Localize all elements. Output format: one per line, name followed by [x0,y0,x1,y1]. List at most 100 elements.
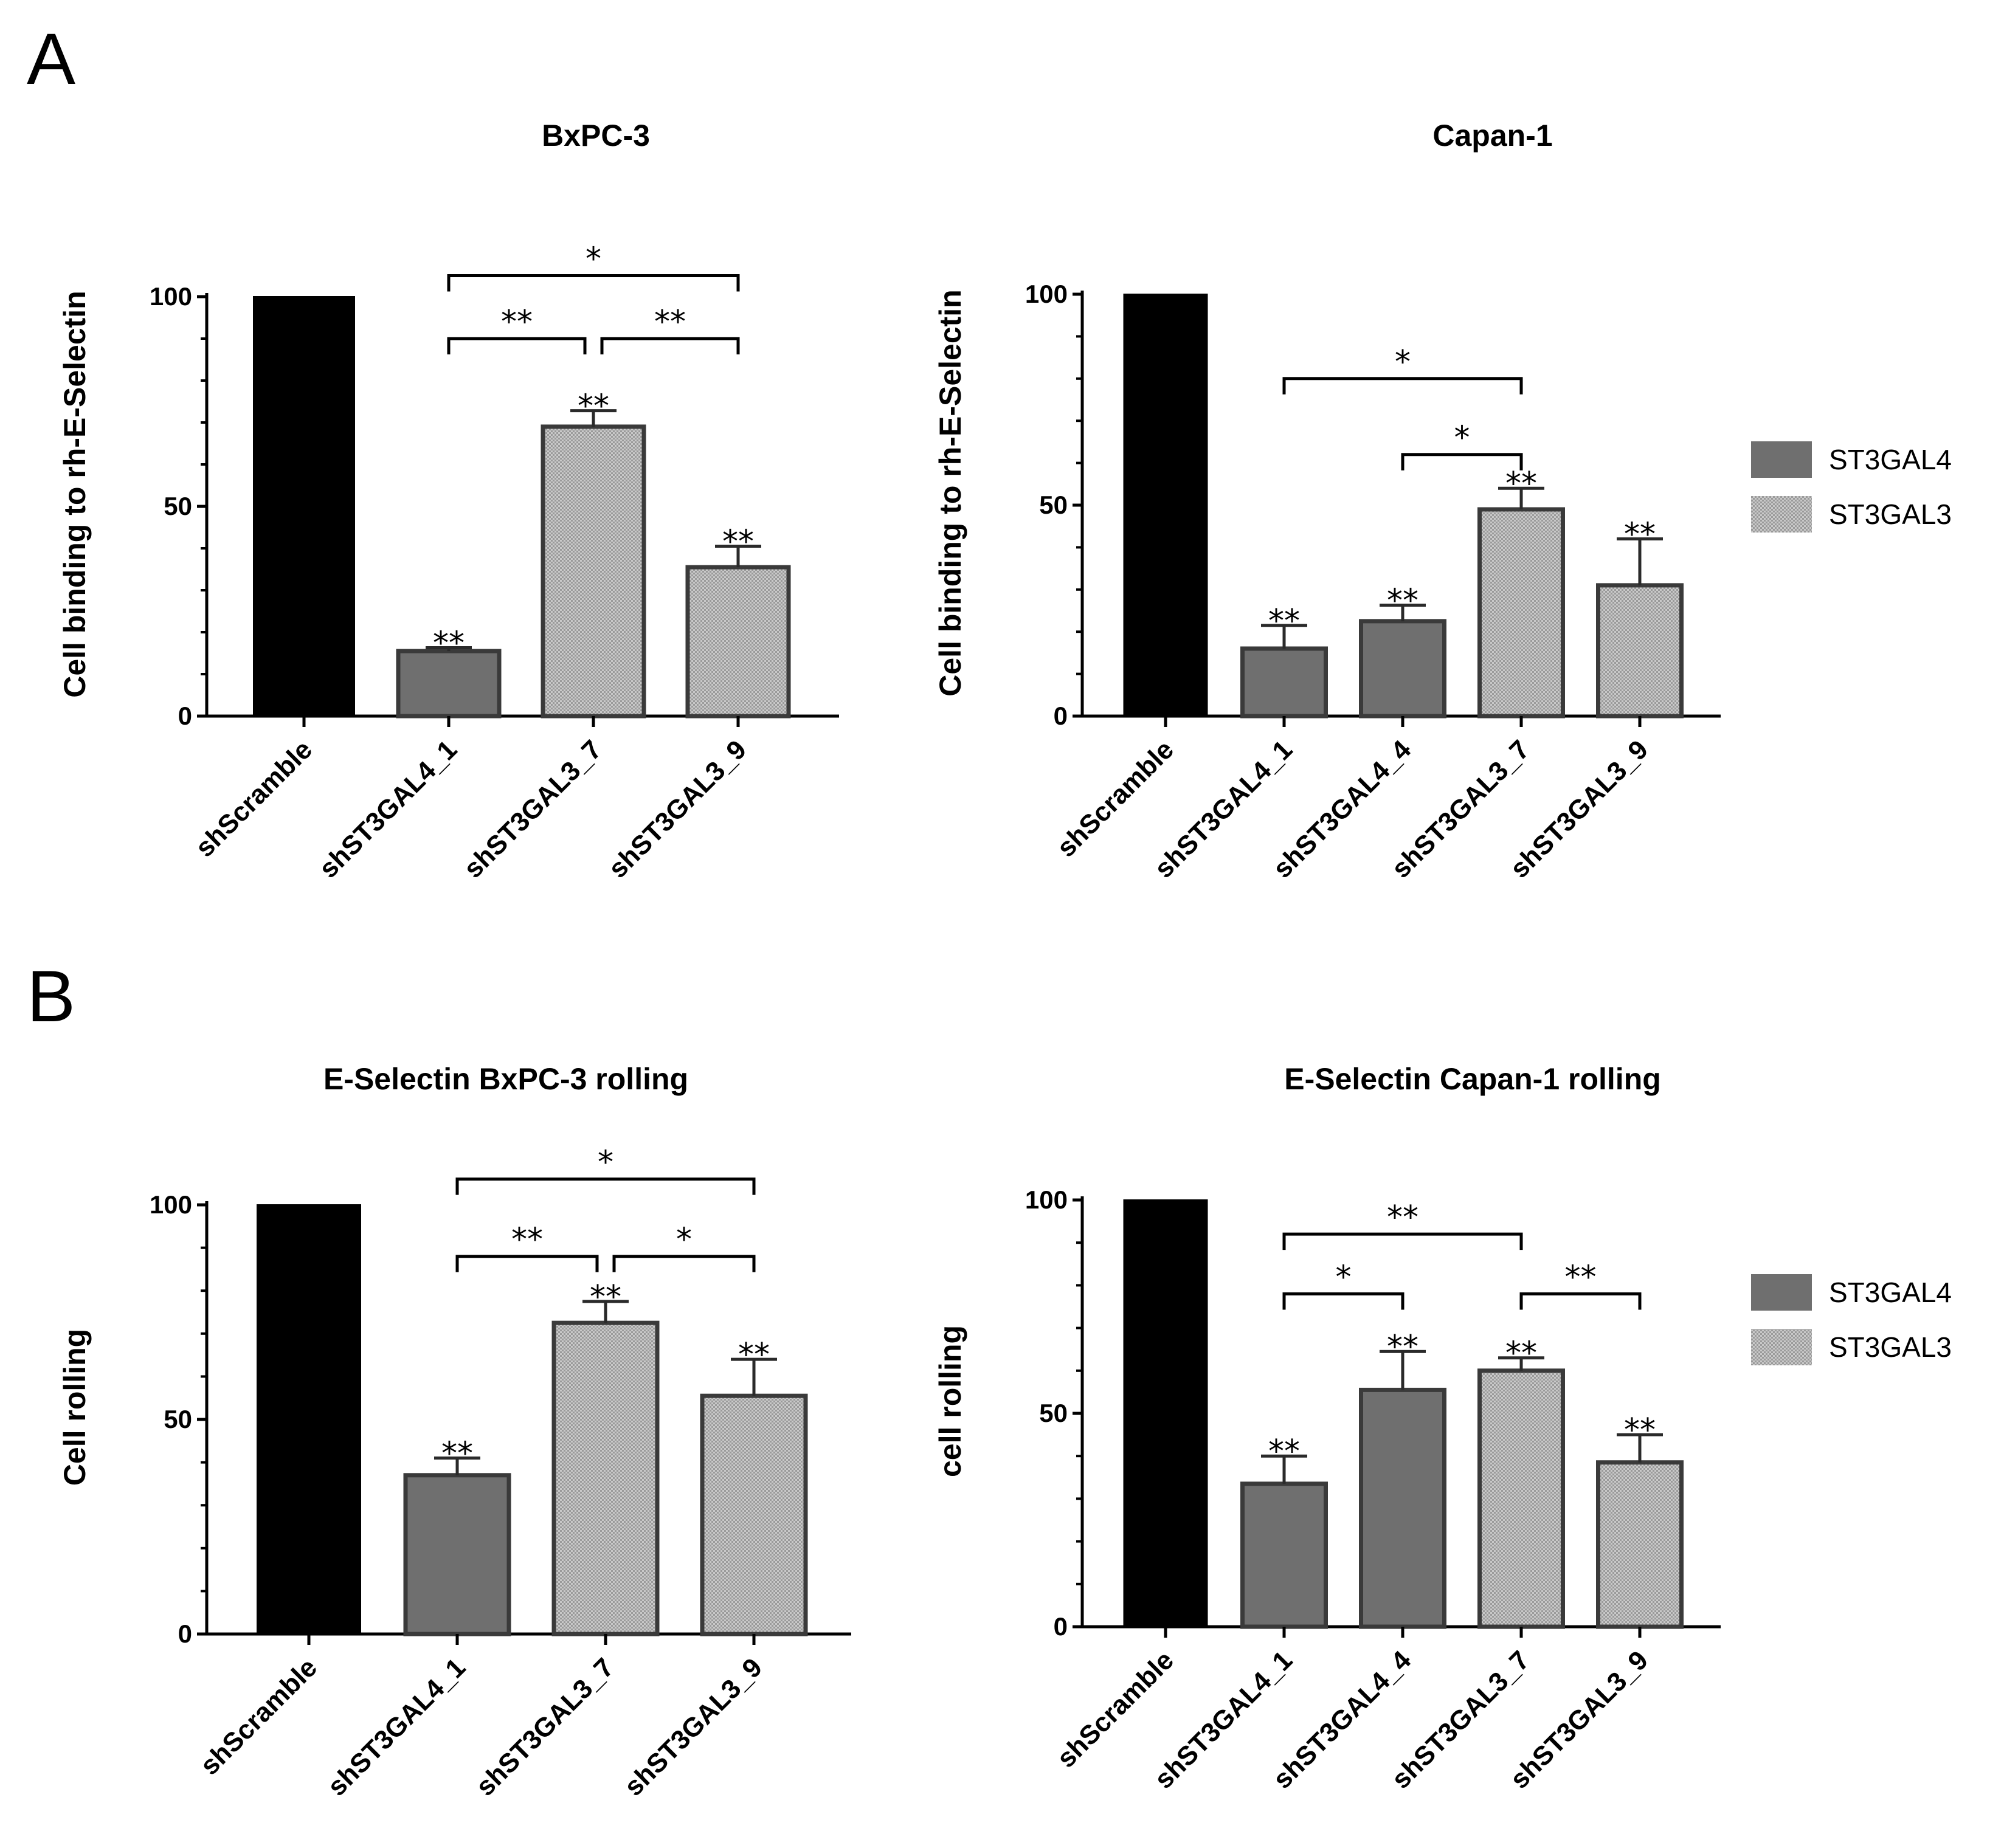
bar-shst3gal3-9 [1596,1460,1684,1629]
chart-binding-bxpc3: BxPC-3 Cell binding to rh-E-Selectin 0 50 10… [58,119,839,884]
chart-binding-capan1: Capan-1 Cell binding to rh-E-Selectin 0 50 1… [933,119,1721,884]
legend-swatch-st3gal4 [1751,1274,1812,1311]
y-tick-label: 0 [1054,1612,1068,1641]
bracket-significance-label: ** [1565,1259,1597,1295]
bracket-significance-label: * [1395,344,1411,381]
bar-shst3gal4-1 [1240,646,1328,719]
significance-bracket [1401,453,1523,471]
x-tick-label-shst3gal4-1: shST3GAL4_1 [322,1652,471,1802]
chart-title: Capan-1 [1432,119,1552,153]
bar-significance-label: ** [590,1279,621,1315]
significance-bracket [447,274,740,292]
legend-swatch-st3gal4 [1751,441,1812,478]
bar-shscramble [257,1204,361,1635]
legend-label-st3gal4: ST3GAL4 [1829,1277,1952,1308]
bar-significance-label: ** [1387,582,1418,619]
bar-significance-label: ** [433,626,465,662]
y-tick-label: 50 [164,1405,192,1433]
y-axis-label: Cell binding to rh-E-Selectin [933,289,967,696]
x-tick-label-shst3gal3-9: shST3GAL3_9 [603,734,752,884]
bracket-significance-label: ** [501,304,533,340]
significance-bracket [455,1255,599,1272]
y-axis-label: Cell binding to rh-E-Selectin [58,291,92,697]
legend-swatch-st3gal3 [1751,496,1812,533]
x-tick-label-shst3gal3-9: shST3GAL3_9 [618,1652,768,1802]
bracket-significance-label: ** [1387,1199,1418,1236]
y-tick-label: 50 [1039,1399,1068,1427]
bracket-significance-label: * [598,1145,613,1181]
y-tick-label: 50 [164,492,192,520]
bracket-significance-label: * [676,1222,692,1258]
bracket-significance-label: * [1336,1259,1352,1295]
bar-significance-label: ** [1624,1412,1656,1449]
bracket-significance-label: * [1454,420,1470,457]
bar-shst3gal3-7 [1477,1368,1565,1629]
bar-shst3gal3-9 [1596,583,1684,719]
x-tick-label-shscramble: shScramble [1051,734,1180,863]
bracket-significance-label: ** [511,1222,543,1258]
y-tick-label: 0 [178,702,192,730]
y-tick-label: 100 [1025,1185,1068,1214]
x-tick-label-shscramble: shScramble [1051,1645,1180,1773]
panel-label-a: A [27,18,75,100]
bar-significance-label: ** [722,524,754,560]
y-tick-label: 100 [150,282,192,311]
bar-significance-label: ** [1268,603,1300,640]
bar-significance-label: ** [441,1436,473,1472]
legend-panel-a: ST3GAL4 ST3GAL3 [1751,441,1952,533]
significance-bracket [600,337,740,354]
significance-bracket [1282,1232,1523,1250]
bar-shst3gal4-1 [403,1473,511,1636]
chart-title: BxPC-3 [542,119,650,153]
x-tick-label-shst3gal3-7: shST3GAL3_7 [470,1652,620,1802]
bar-shst3gal3-9 [700,1393,808,1636]
bracket-significance-label: ** [654,304,686,340]
bar-shst3gal4-1 [1240,1481,1328,1629]
bar-significance-label: ** [1624,517,1656,553]
bar-shst3gal3-7 [1477,507,1565,719]
y-tick-label: 100 [1025,280,1068,308]
y-tick-label: 100 [150,1190,192,1219]
bar-shscramble [1123,1199,1208,1627]
x-tick-label-shst3gal4-1: shST3GAL4_1 [313,734,463,884]
panel-label-b: B [27,956,75,1037]
x-tick-label-shst3gal3-7: shST3GAL3_7 [458,734,607,884]
bar-significance-label: ** [1505,466,1537,502]
legend-panel-b: ST3GAL4 ST3GAL3 [1751,1274,1952,1365]
bar-shscramble [253,296,355,717]
significance-bracket [1282,1292,1405,1310]
y-axis-label: cell rolling [933,1325,967,1477]
bar-significance-label: ** [1505,1336,1537,1372]
chart-rolling-capan1: E-Selectin Capan-1 rolling cell rolling 0 5… [933,1062,1721,1795]
bar-significance-label: ** [738,1337,770,1373]
legend-swatch-st3gal3 [1751,1329,1812,1365]
chart-title: E-Selectin BxPC-3 rolling [323,1062,688,1096]
legend-label-st3gal3: ST3GAL3 [1829,498,1952,530]
significance-bracket [1519,1292,1642,1310]
bracket-significance-label: * [586,241,601,278]
significance-bracket [1282,377,1523,395]
x-tick-label-shscramble: shScramble [190,734,318,863]
legend-label-st3gal4: ST3GAL4 [1829,444,1952,475]
bar-shst3gal4-4 [1359,619,1446,719]
bar-significance-label: ** [578,388,609,425]
y-tick-label: 50 [1039,491,1068,519]
y-tick-label: 0 [1054,702,1068,730]
significance-bracket [455,1177,756,1195]
bar-shst3gal3-7 [541,424,646,719]
significance-bracket [612,1255,756,1272]
chart-rolling-bxpc3: E-Selectin BxPC-3 rolling Cell rolling 0 50… [58,1062,851,1802]
chart-title: E-Selectin Capan-1 rolling [1284,1062,1661,1096]
y-axis-label: Cell rolling [58,1329,92,1486]
significance-bracket [447,337,587,354]
bar-shst3gal3-9 [685,565,791,719]
y-tick-label: 0 [178,1619,192,1648]
bar-shst3gal3-7 [551,1320,660,1636]
bar-significance-label: ** [1387,1329,1418,1365]
bar-shst3gal4-4 [1359,1387,1446,1629]
legend-label-st3gal3: ST3GAL3 [1829,1331,1952,1363]
bar-shscramble [1123,294,1208,717]
x-tick-label-shscramble: shScramble [195,1652,323,1781]
bar-significance-label: ** [1268,1433,1300,1470]
